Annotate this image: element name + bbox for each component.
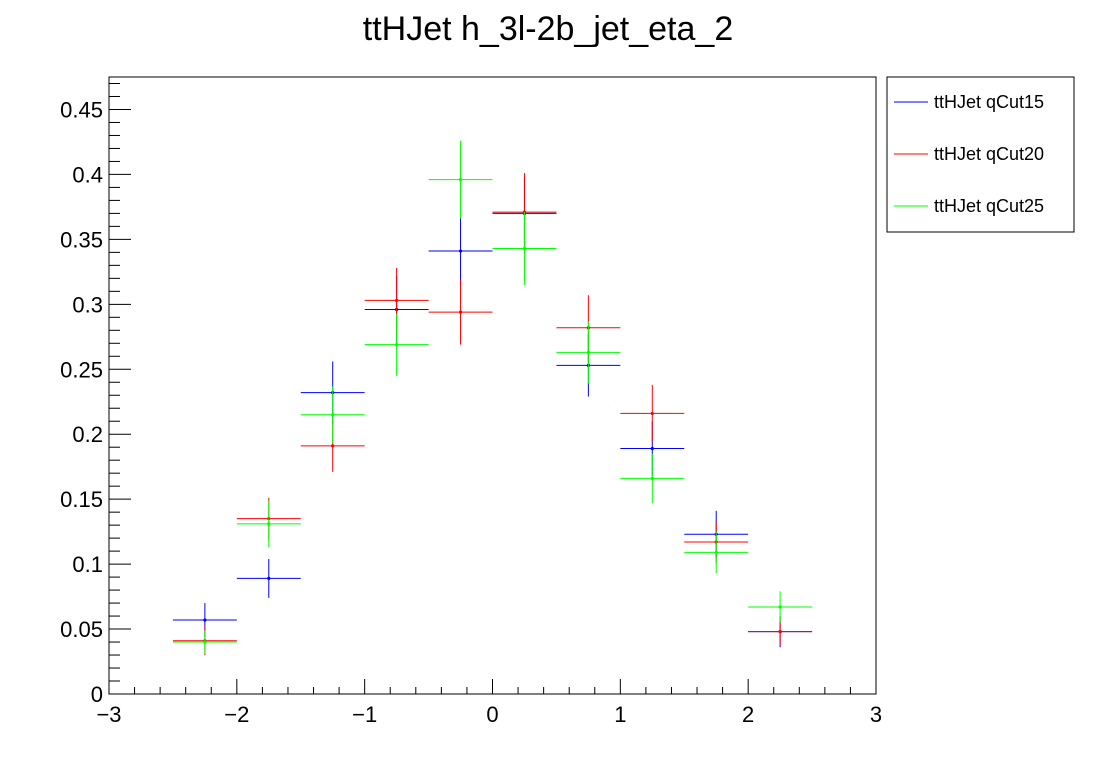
data-point (778, 605, 782, 609)
data-point (650, 476, 654, 480)
data-point (522, 246, 527, 251)
legend: ttHJet qCut15 ttHJet qCut20 ttHJet qCut25 (886, 76, 1075, 233)
y-tick-label: 0.45 (60, 97, 103, 122)
legend-label: ttHJet qCut15 (934, 92, 1044, 112)
data-point (395, 342, 399, 347)
x-tick-label: −3 (96, 702, 121, 727)
y-tick-label: 0.15 (60, 487, 103, 512)
data-point (331, 413, 335, 417)
x-tick-label: 3 (870, 702, 882, 727)
data-point (586, 350, 590, 354)
y-tick-label: 0.2 (72, 422, 103, 447)
data-point (203, 640, 207, 644)
data-point (267, 522, 271, 526)
data-point (458, 310, 463, 314)
chart-title: ttHJet h_3l-2b_jet_eta_2 (363, 10, 733, 48)
series-3 (172, 140, 813, 654)
y-tick-label: 0.4 (72, 162, 103, 187)
x-tick-label: 1 (614, 702, 626, 727)
data-point (650, 411, 654, 416)
axes: −3 −2 −1 0 1 2 3 0 0.05 0.1 0.15 0.2 0.25 0.3 0.35 0.4 0… (60, 82, 882, 727)
data-point (458, 249, 463, 253)
x-tick-label: −2 (224, 702, 249, 727)
legend-label: ttHJet qCut25 (934, 196, 1044, 216)
data-point (267, 576, 271, 580)
y-tick-label: 0.3 (72, 292, 103, 317)
plot-frame (108, 76, 877, 695)
data-point (331, 444, 335, 448)
data-point (458, 178, 463, 182)
y-tick-label: 0.35 (60, 227, 103, 252)
data-point (395, 298, 399, 303)
data-point (714, 550, 718, 555)
y-tick-label: 0.1 (72, 552, 103, 577)
data-point (522, 210, 527, 214)
x-tick-label: 0 (486, 702, 498, 727)
y-tick-label: 0 (91, 682, 103, 707)
y-tick-label: 0.05 (60, 617, 103, 642)
x-tick-label: 2 (742, 702, 754, 727)
data-point (203, 618, 207, 622)
x-tick-label: −1 (352, 702, 377, 727)
legend-label: ttHJet qCut20 (934, 144, 1044, 164)
y-tick-label: 0.25 (60, 357, 103, 382)
data-point (650, 446, 654, 451)
data-point (778, 630, 782, 634)
series-layer (172, 140, 813, 656)
